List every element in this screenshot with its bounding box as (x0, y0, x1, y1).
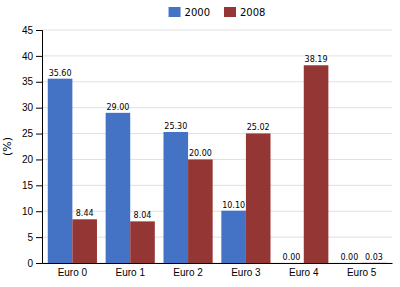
x-tick: Euro 2 (173, 267, 203, 278)
y-tick: 45 (22, 25, 42, 36)
grid-line (42, 133, 392, 134)
x-tick-label: Euro 1 (115, 267, 145, 278)
data-label: 25.02 (247, 123, 270, 132)
chart-container: 35.60 29.00 25.30 10.10 0.00 0.00 8.44 8.04 20.0… (0, 0, 400, 287)
bar (221, 211, 246, 263)
data-label: 35.60 (49, 69, 72, 78)
y-tick: 10 (22, 206, 42, 217)
y-tick-label: 20 (22, 154, 34, 165)
grid-line (42, 81, 392, 82)
y-tick-mark (36, 211, 42, 212)
x-tick-label: Euro 0 (58, 267, 88, 278)
bar (72, 219, 97, 263)
y-tick-mark (36, 56, 42, 57)
y-tick-mark (36, 263, 42, 264)
x-tick-label: Euro 4 (289, 267, 319, 278)
legend-label: 2008 (240, 7, 265, 18)
y-tick-label: 45 (22, 25, 34, 36)
y-tick: 0 (27, 258, 42, 269)
y-tick-label: 25 (22, 128, 34, 139)
x-tick-label: Euro 5 (347, 267, 377, 278)
grid-line (42, 107, 392, 108)
data-label: 10.10 (222, 201, 245, 210)
y-tick: 30 (22, 102, 42, 113)
grid-line (42, 211, 392, 212)
bar (106, 113, 131, 263)
y-tick: 25 (22, 128, 42, 139)
bar (246, 133, 271, 263)
x-tick: Euro 5 (347, 267, 377, 278)
bar-series (72, 65, 386, 263)
legend-swatch (224, 7, 236, 17)
y-tick-mark (36, 237, 42, 238)
data-label: 0.00 (340, 253, 358, 262)
grid-line (42, 55, 392, 56)
data-label: 8.04 (134, 211, 152, 220)
legend-swatch (169, 7, 181, 17)
x-axis-line (43, 263, 393, 264)
legend-item: 2000 (169, 7, 210, 18)
y-tick-mark (36, 108, 42, 109)
grid-line (42, 159, 392, 160)
y-tick-label: 30 (22, 102, 34, 113)
bar (304, 65, 329, 263)
y-tick-mark (36, 159, 42, 160)
data-label: 0.00 (283, 253, 301, 262)
data-label: 0.03 (365, 253, 383, 262)
x-tick: Euro 4 (289, 267, 319, 278)
grid-line (42, 185, 392, 186)
y-tick-label: 5 (27, 232, 33, 243)
grid (42, 30, 392, 263)
data-label: 25.30 (164, 122, 187, 131)
y-axis-line (36, 31, 43, 264)
bar-series (48, 79, 246, 263)
bar (163, 132, 188, 263)
x-tick: Euro 0 (58, 267, 88, 278)
y-tick-mark (36, 82, 42, 83)
data-labels: 35.60 29.00 25.30 10.10 0.00 0.00 8.44 8.04 20.0… (49, 55, 383, 262)
bar (337, 263, 362, 264)
legend: 2000 2008 (169, 7, 266, 18)
chart: 35.60 29.00 25.30 10.10 0.00 0.00 8.44 8.04 20.0… (0, 0, 400, 287)
bar (279, 263, 304, 264)
bar (188, 159, 213, 263)
bars (48, 65, 386, 263)
x-tick: Euro 3 (231, 267, 261, 278)
data-label: 29.00 (106, 103, 129, 112)
x-tick-label: Euro 2 (173, 267, 203, 278)
y-tick: 15 (22, 180, 42, 191)
y-tick: 35 (22, 76, 42, 87)
x-tick-label: Euro 3 (231, 267, 261, 278)
y-tick-mark (36, 134, 42, 135)
bar (130, 221, 155, 263)
data-label: 20.00 (189, 149, 212, 158)
data-label: 8.44 (76, 209, 94, 218)
y-tick-label: 15 (22, 180, 34, 191)
bar (362, 262, 387, 263)
y-tick-label: 10 (22, 206, 34, 217)
y-tick-label: 35 (22, 76, 34, 87)
legend-item: 2008 (224, 7, 265, 18)
grid-line (42, 30, 392, 31)
y-tick: 20 (22, 154, 42, 165)
y-axis-title: (%) (1, 137, 14, 156)
x-axis: Euro 0 Euro 1 Euro 2 Euro 3 Euro 4 Euro 5 (43, 264, 393, 279)
y-tick: 5 (27, 232, 42, 243)
y-axis: 0 5 10 15 20 25 30 35 40 45 (22, 25, 43, 269)
legend-label: 2000 (185, 7, 210, 18)
data-label: 38.19 (305, 55, 328, 64)
bar (48, 79, 73, 263)
y-tick: 40 (22, 51, 42, 62)
y-tick-label: 0 (27, 258, 33, 269)
plot-area: 35.60 29.00 25.30 10.10 0.00 0.00 8.44 8.04 20.0… (1, 25, 393, 278)
y-tick-mark (36, 30, 42, 31)
y-tick-label: 40 (22, 51, 34, 62)
x-tick: Euro 1 (115, 267, 145, 278)
y-tick-mark (36, 185, 42, 186)
